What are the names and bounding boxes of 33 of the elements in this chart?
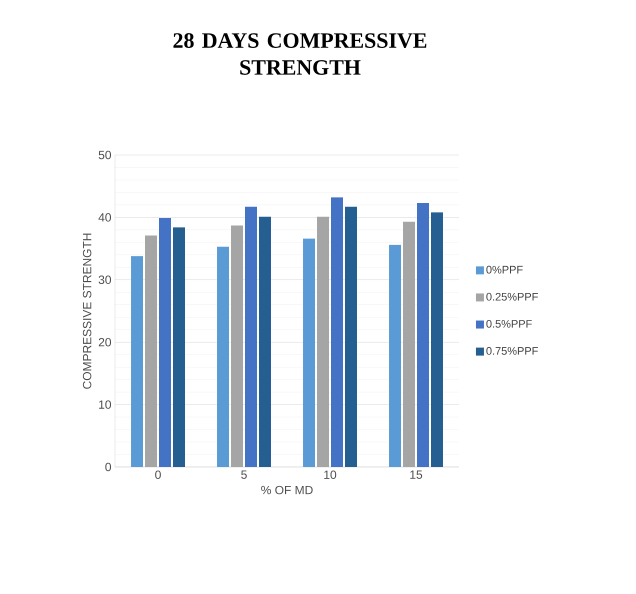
bar — [159, 218, 171, 467]
bar — [145, 235, 158, 467]
legend-label: 0.25%PPF — [486, 292, 538, 301]
y-tick-label: 40 — [98, 213, 112, 222]
bar — [317, 216, 330, 467]
x-tick-label: 10 — [324, 470, 336, 479]
x-tick-label: 15 — [410, 470, 422, 479]
bar — [245, 206, 258, 467]
y-tick-label: 10 — [99, 400, 112, 409]
bar — [417, 203, 430, 467]
bar — [131, 256, 144, 467]
bar — [331, 197, 344, 467]
bar — [389, 244, 402, 467]
x-axis-title: % OF MD — [261, 486, 313, 494]
bar — [430, 212, 443, 467]
x-tick-label: 5 — [241, 470, 247, 479]
bar — [344, 206, 357, 467]
legend-label: 0%PPF — [486, 266, 523, 274]
y-tick-label: 20 — [98, 338, 112, 346]
y-tick-label: 0 — [105, 462, 112, 472]
bar — [403, 222, 416, 467]
bar — [231, 226, 244, 467]
legend-label: 0.75%PPF — [486, 347, 538, 355]
bar — [303, 238, 316, 467]
y-axis-title: COMPRESSIVE STRENGTH — [82, 234, 92, 389]
x-tick-label: 0 — [155, 470, 161, 479]
bar — [173, 227, 185, 467]
chart-title: 28 DAYS COMPRESSIVE STRENGTH — [173, 33, 426, 75]
bar — [217, 246, 230, 467]
bar — [259, 216, 271, 467]
y-tick-label: 30 — [98, 276, 112, 284]
y-tick-label: 50 — [98, 150, 112, 160]
legend-label: 0.5%PPF — [486, 320, 532, 328]
